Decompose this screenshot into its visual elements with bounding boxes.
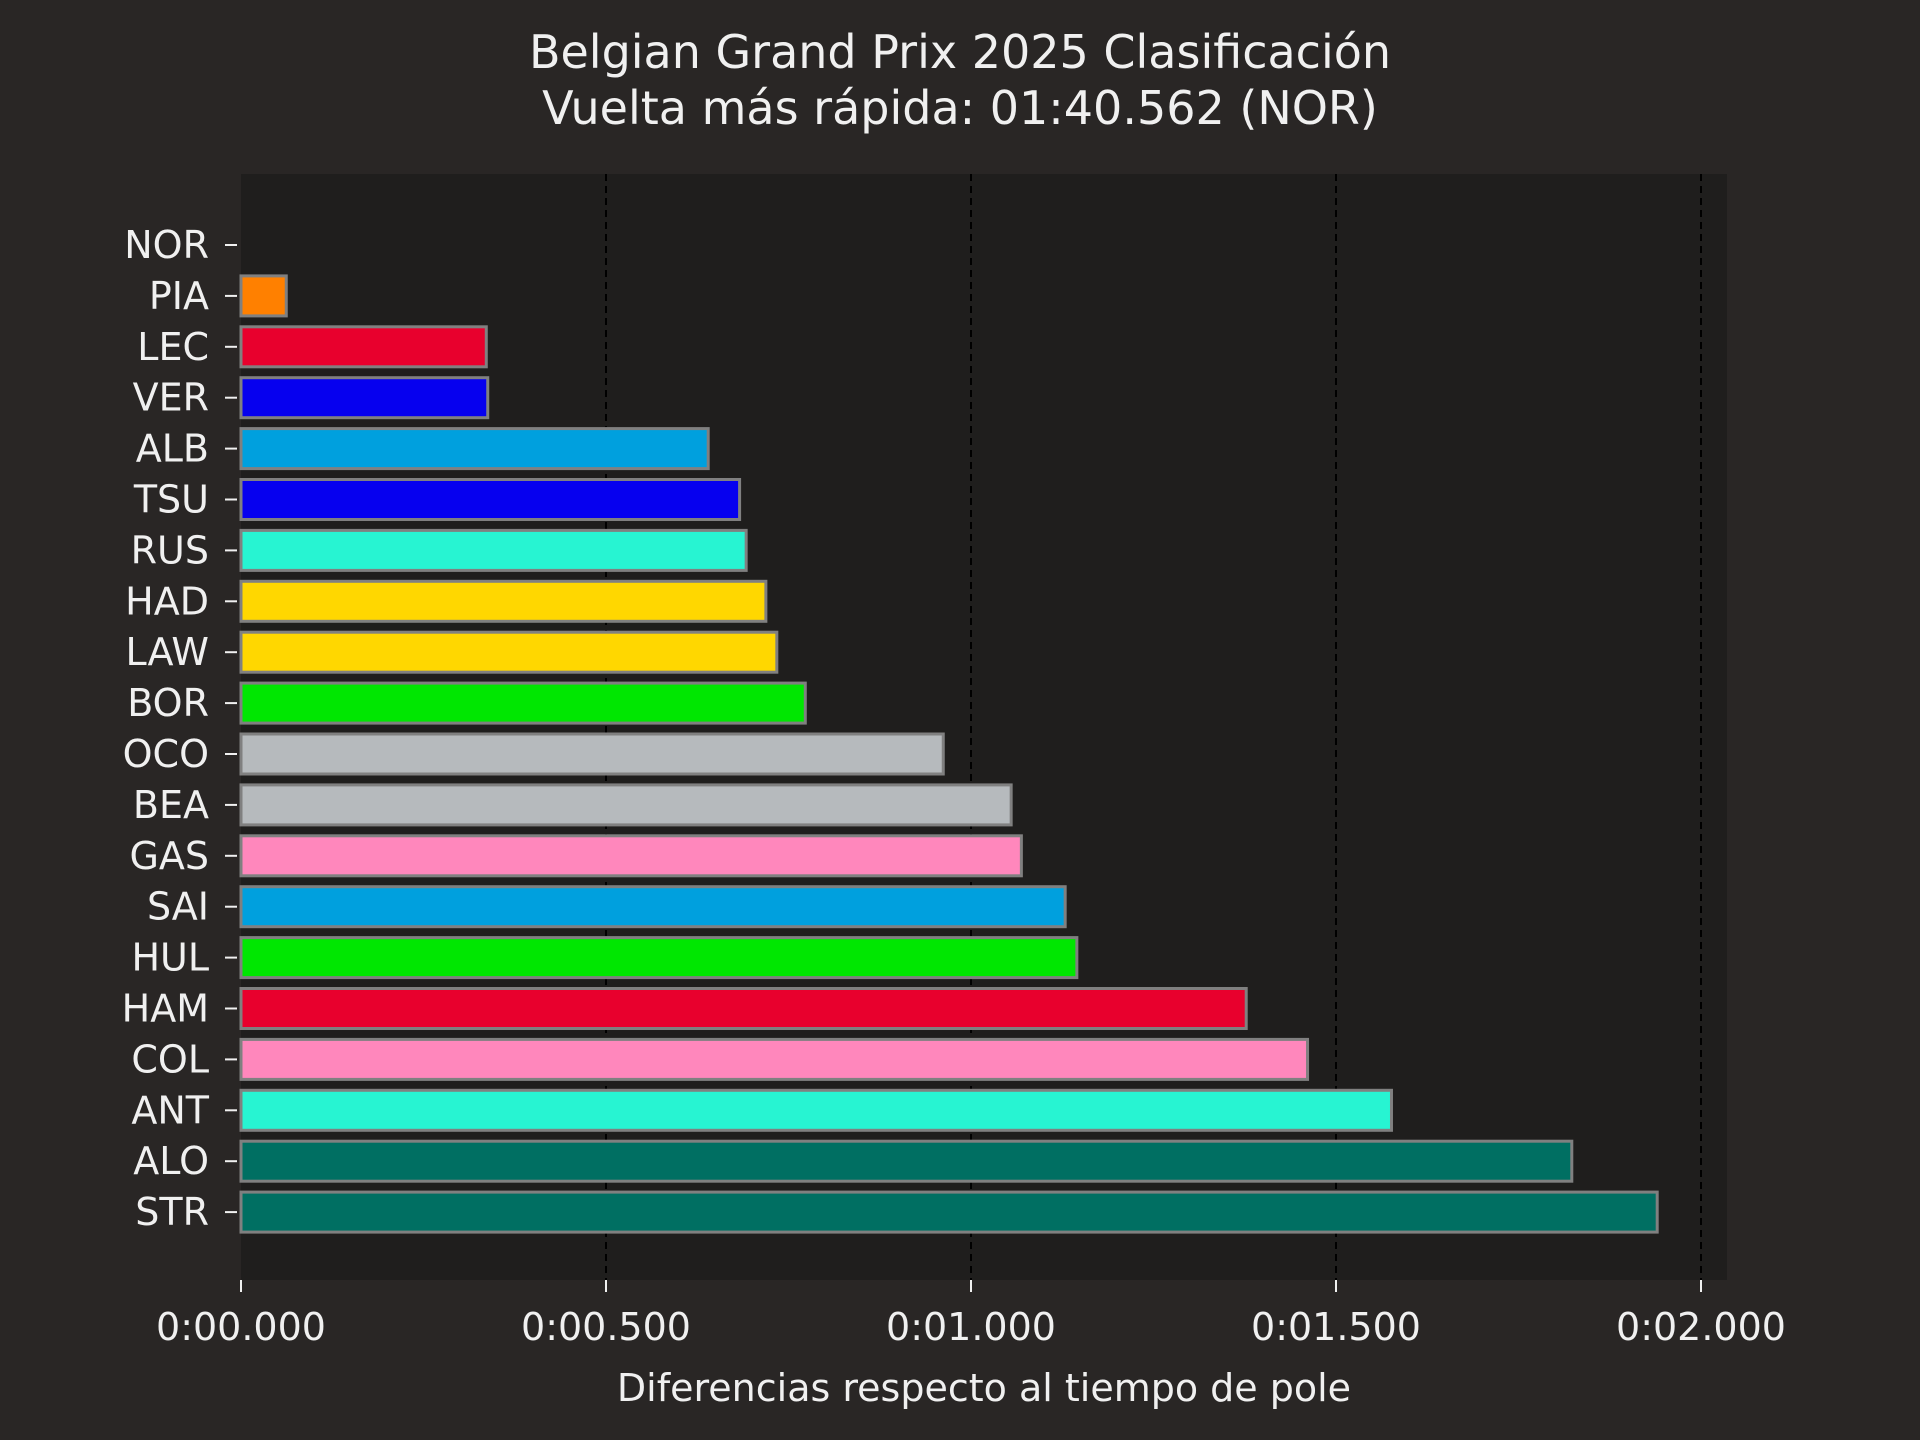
bar-lec [239, 325, 488, 369]
y-tick-label-rus: RUS [131, 528, 209, 572]
grid-lines [605, 174, 1702, 1280]
bars [239, 274, 1659, 1234]
bar-ham [239, 987, 1248, 1030]
x-axis-label: Diferencias respecto al tiempo de pole [617, 1366, 1351, 1410]
y-tick-label-gas: GAS [129, 834, 209, 878]
bar-oco [239, 732, 945, 776]
bar-col [239, 1037, 1310, 1081]
y-tick-label-alb: ALB [136, 427, 209, 471]
y-tick-label-pia: PIA [149, 274, 209, 318]
y-tick-label-bor: BOR [127, 681, 209, 725]
y-tick-label-tsu: TSU [133, 478, 209, 522]
y-tick-label-col: COL [131, 1037, 209, 1081]
x-tick-label: 0:01.000 [886, 1305, 1056, 1349]
y-axis: NOR PIA LEC VER ALB TSU RUS HAD LAW BOR OCO BEA GAS S… [122, 223, 237, 1234]
bar-sai [239, 885, 1067, 929]
chart-title: Belgian Grand Prix 2025 Clasificación [529, 25, 1391, 79]
bar-gas [239, 834, 1023, 878]
y-tick-label-had: HAD [125, 579, 209, 623]
bar-bor [239, 681, 807, 725]
x-axis: 0:00.000 0:00.500 0:01.000 0:01.500 0:02.000 [156, 1280, 1786, 1349]
x-tick-label: 0:00.000 [156, 1305, 326, 1349]
x-tick-label: 0:01.500 [1251, 1305, 1421, 1349]
chart-subtitle: Vuelta más rápida: 01:40.562 (NOR) [542, 81, 1378, 135]
y-tick-label-ant: ANT [131, 1088, 209, 1132]
x-tick-label: 0:00.500 [521, 1305, 691, 1349]
bar-law [239, 630, 779, 674]
y-tick-label-law: LAW [125, 630, 209, 674]
bar-tsu [239, 478, 742, 521]
bar-pia [239, 274, 288, 318]
bar-str [239, 1190, 1659, 1234]
y-tick-label-alo: ALO [133, 1139, 209, 1183]
bar-alo [239, 1139, 1574, 1183]
y-tick-label-oco: OCO [123, 732, 209, 776]
y-tick-label-str: STR [135, 1190, 209, 1234]
y-tick-label-sai: SAI [147, 885, 209, 929]
bar-bea [239, 783, 1013, 827]
bar-ver [239, 376, 490, 420]
y-tick-label-bea: BEA [133, 783, 209, 827]
y-tick-label-nor: NOR [124, 223, 209, 267]
y-tick-label-ham: HAM [122, 987, 209, 1031]
bar-hul [239, 936, 1079, 980]
y-tick-label-lec: LEC [137, 325, 209, 369]
x-tick-label: 0:02.000 [1616, 1305, 1786, 1349]
bar-alb [239, 427, 710, 471]
y-tick-label-hul: HUL [131, 936, 209, 980]
bar-had [239, 579, 768, 623]
bar-rus [239, 528, 748, 572]
y-tick-label-ver: VER [133, 376, 209, 420]
bar-ant [239, 1088, 1393, 1132]
